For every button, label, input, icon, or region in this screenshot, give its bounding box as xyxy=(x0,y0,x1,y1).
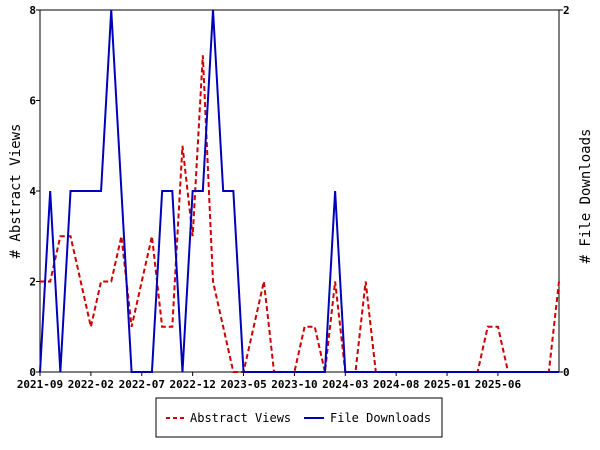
y-left-tick-label: 0 xyxy=(29,366,36,379)
x-tick-label: 2023-05 xyxy=(220,378,266,391)
x-tick-label: 2023-10 xyxy=(271,378,317,391)
x-tick-label: 2024-03 xyxy=(322,378,368,391)
x-tick-label: 2022-12 xyxy=(169,378,215,391)
legend: Abstract Views File Downloads xyxy=(155,397,443,438)
y-left-tick-label: 2 xyxy=(29,276,36,289)
y-right-tick-label: 2 xyxy=(563,4,570,17)
y-left-tick-label: 4 xyxy=(29,185,36,198)
x-tick-label: 2025-06 xyxy=(475,378,522,391)
x-tick-label: 2022-07 xyxy=(119,378,165,391)
y-left-tick-label: 6 xyxy=(29,95,36,108)
plot-area xyxy=(39,9,560,373)
x-tick-label: 2024-08 xyxy=(373,378,419,391)
legend-label-file-downloads: File Downloads xyxy=(330,411,431,425)
legend-label-abstract-views: Abstract Views xyxy=(190,411,291,425)
y-axis-left-title: # Abstract Views xyxy=(8,124,24,259)
series-layer xyxy=(39,9,560,373)
plot-frame xyxy=(39,9,560,373)
legend-box xyxy=(155,397,443,438)
x-tick-label: 2022-02 xyxy=(68,378,114,391)
y-left-tick-label: 8 xyxy=(29,4,36,17)
series-line-file-downloads xyxy=(39,9,559,373)
x-tick-label: 2021-09 xyxy=(17,378,63,391)
x-tick-label: 2025-01 xyxy=(424,378,471,391)
y-right-tick-label: 0 xyxy=(563,366,570,379)
y-axis-right-title: # File Downloads xyxy=(578,129,594,264)
axes: 0 2 4 6 8 0 2 2021-09 2022-02 2022-07 2022-12 2023-… xyxy=(17,4,570,391)
